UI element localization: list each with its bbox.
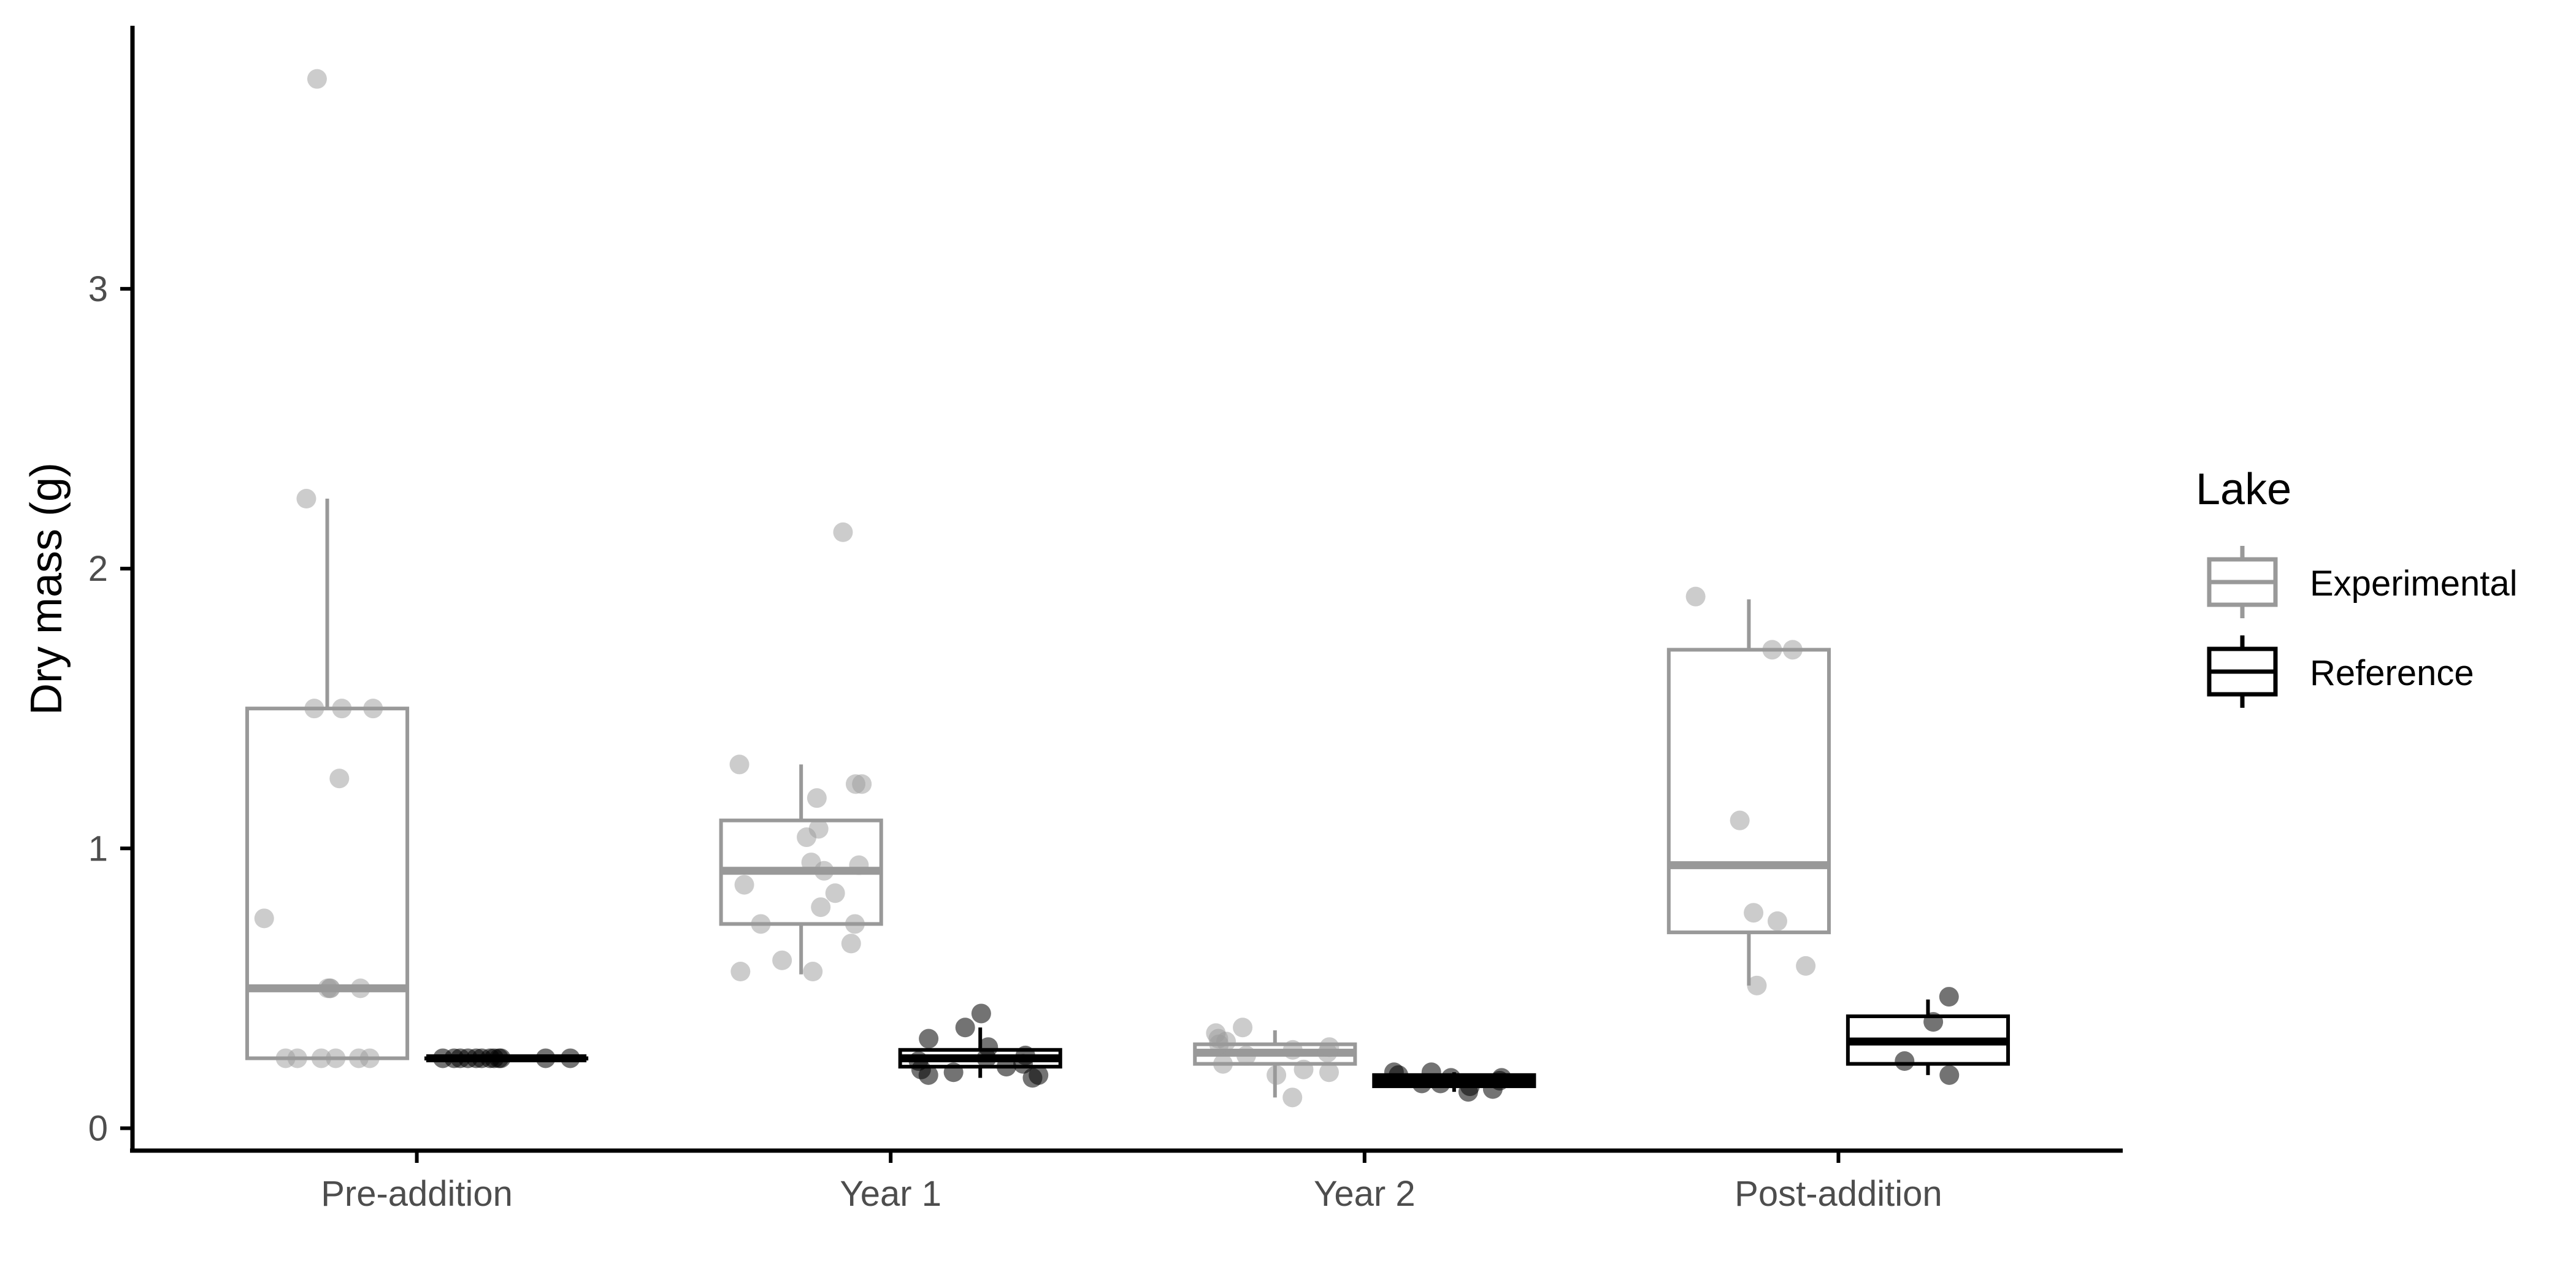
- legend-title: Lake: [2196, 465, 2291, 514]
- point-experimental-3-7: [1685, 586, 1706, 607]
- box-experimental-3: [1666, 648, 1831, 935]
- point-experimental-3-3: [1744, 903, 1764, 923]
- box-experimental-0: [245, 707, 410, 1060]
- point-reference-1-7: [908, 1051, 929, 1071]
- point-experimental-1-7: [825, 883, 845, 903]
- point-experimental-2-0: [1282, 1087, 1303, 1108]
- point-experimental-1-10: [849, 855, 869, 875]
- x-tick-label-2: Year 2: [1314, 1174, 1416, 1214]
- point-reference-1-2: [1029, 1065, 1049, 1085]
- legend-label-reference: Reference: [2310, 653, 2474, 693]
- point-reference-1-5: [996, 1057, 1016, 1077]
- point-reference-2-9: [1384, 1062, 1404, 1083]
- point-reference-0-10: [432, 1048, 453, 1068]
- point-reference-1-12: [955, 1018, 975, 1038]
- point-experimental-3-2: [1767, 911, 1787, 931]
- series-experimental: [245, 69, 1831, 1108]
- point-experimental-2-3: [1294, 1059, 1314, 1079]
- x-tick-label-1: Year 1: [840, 1174, 941, 1214]
- point-experimental-0-14: [363, 699, 383, 719]
- point-experimental-2-5: [1236, 1045, 1256, 1065]
- point-experimental-0-3: [311, 1048, 331, 1068]
- legend: Lake Experimental Reference: [2196, 465, 2517, 708]
- legend-key-reference: [2207, 635, 2278, 708]
- x-tick-label-0: Pre-addition: [321, 1174, 513, 1214]
- point-experimental-0-11: [329, 769, 350, 789]
- point-experimental-0-2: [326, 1048, 346, 1068]
- point-experimental-0-5: [359, 1048, 380, 1068]
- y-tick-label-2: 2: [88, 549, 108, 589]
- point-experimental-0-6: [350, 978, 370, 999]
- legend-key-experimental: [2207, 546, 2278, 618]
- point-experimental-0-4: [287, 1048, 307, 1068]
- point-experimental-1-4: [751, 914, 771, 934]
- point-experimental-3-6: [1762, 640, 1782, 660]
- point-experimental-1-13: [808, 819, 829, 839]
- point-experimental-2-13: [1233, 1018, 1253, 1038]
- point-reference-0-1: [560, 1048, 580, 1068]
- series-reference: [424, 987, 2011, 1102]
- legend-label-experimental: Experimental: [2310, 564, 2517, 604]
- point-reference-3-2: [1923, 1012, 1944, 1032]
- point-experimental-2-12: [1206, 1023, 1226, 1043]
- point-experimental-0-15: [296, 489, 316, 509]
- x-axis-ticks: Pre-addition Year 1 Year 2 Post-addition: [321, 1151, 1942, 1214]
- point-experimental-1-17: [729, 754, 749, 775]
- y-axis-title: Dry mass (g): [22, 462, 71, 715]
- point-experimental-0-16: [307, 69, 327, 89]
- x-tick-label-3: Post-addition: [1735, 1174, 1942, 1214]
- point-experimental-0-12: [332, 699, 352, 719]
- point-experimental-2-8: [1319, 1037, 1340, 1057]
- y-tick-label-0: 0: [88, 1109, 108, 1149]
- point-experimental-1-0: [803, 962, 823, 982]
- point-reference-2-6: [1492, 1068, 1512, 1088]
- point-experimental-2-7: [1282, 1040, 1303, 1060]
- point-experimental-2-4: [1213, 1054, 1233, 1074]
- point-reference-2-7: [1441, 1068, 1461, 1088]
- point-reference-1-9: [1015, 1045, 1035, 1065]
- point-reference-3-1: [1895, 1051, 1915, 1071]
- point-reference-1-10: [978, 1037, 999, 1057]
- point-reference-3-3: [1939, 987, 1959, 1007]
- point-experimental-3-1: [1796, 956, 1816, 976]
- point-experimental-1-16: [845, 774, 865, 794]
- point-experimental-1-2: [772, 950, 792, 970]
- point-reference-0-9: [491, 1048, 511, 1068]
- point-reference-2-10: [1421, 1062, 1441, 1083]
- point-experimental-3-5: [1782, 640, 1803, 660]
- plot-area: [245, 69, 2011, 1108]
- y-tick-label-1: 1: [88, 829, 108, 868]
- point-reference-1-11: [919, 1029, 939, 1049]
- point-reference-1-13: [971, 1003, 991, 1024]
- point-experimental-0-10: [254, 908, 274, 929]
- point-experimental-1-8: [734, 875, 754, 895]
- point-experimental-1-5: [845, 914, 865, 934]
- point-experimental-2-2: [1319, 1062, 1339, 1083]
- point-experimental-1-14: [807, 788, 827, 808]
- point-reference-3-0: [1939, 1065, 1960, 1085]
- point-experimental-3-0: [1747, 975, 1767, 995]
- y-axis-ticks: 0 1 2 3: [88, 269, 132, 1149]
- point-experimental-2-1: [1267, 1065, 1287, 1085]
- point-experimental-3-4: [1730, 810, 1750, 830]
- point-reference-1-3: [943, 1062, 964, 1083]
- point-reference-0-4: [535, 1048, 556, 1068]
- y-tick-label-3: 3: [88, 269, 108, 309]
- point-experimental-1-1: [730, 962, 751, 982]
- point-experimental-1-18: [833, 522, 853, 542]
- point-reference-2-2: [1460, 1076, 1480, 1097]
- point-experimental-1-3: [841, 933, 861, 954]
- point-experimental-0-13: [304, 699, 324, 719]
- point-experimental-1-11: [801, 853, 821, 873]
- point-reference-0-11: [458, 1048, 478, 1068]
- point-experimental-1-6: [811, 897, 831, 918]
- point-experimental-0-9: [320, 978, 340, 999]
